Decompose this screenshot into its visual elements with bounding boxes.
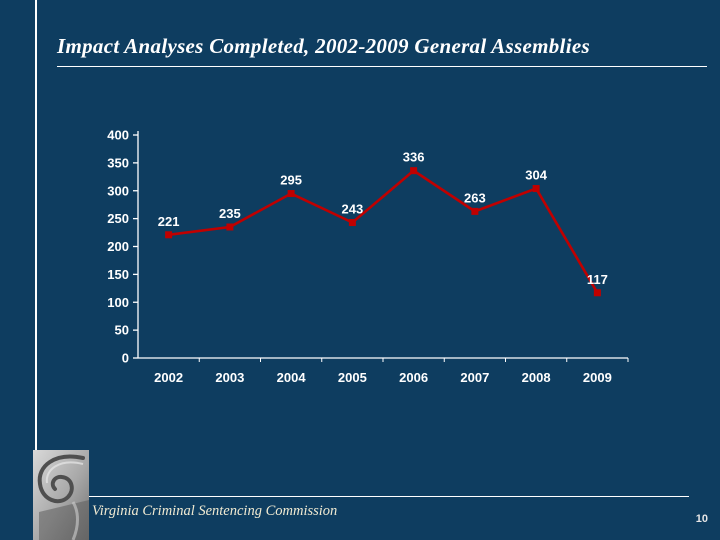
stone-volute-icon (33, 450, 89, 540)
svg-text:2002: 2002 (154, 370, 183, 385)
svg-text:221: 221 (158, 214, 180, 229)
svg-text:2003: 2003 (215, 370, 244, 385)
svg-text:200: 200 (107, 239, 129, 254)
svg-text:250: 250 (107, 211, 129, 226)
svg-text:2006: 2006 (399, 370, 428, 385)
svg-text:150: 150 (107, 267, 129, 282)
svg-text:117: 117 (587, 272, 608, 287)
svg-text:0: 0 (122, 351, 129, 366)
footer-text: Virginia Criminal Sentencing Commission (92, 503, 338, 519)
left-accent-line (35, 0, 37, 540)
svg-text:50: 50 (115, 323, 129, 338)
svg-text:263: 263 (464, 190, 486, 205)
svg-text:304: 304 (525, 168, 547, 183)
slide-title: Impact Analyses Completed, 2002-2009 Gen… (57, 34, 707, 67)
svg-text:400: 400 (107, 128, 129, 143)
svg-text:2005: 2005 (338, 370, 367, 385)
page-number: 10 (695, 513, 708, 525)
impact-line-chart: 0 50 100 150 200 250 300 350 400 2002 2003 2004 2005… (107, 128, 629, 385)
svg-text:350: 350 (107, 155, 129, 170)
svg-text:336: 336 (403, 150, 425, 165)
svg-text:100: 100 (107, 295, 129, 310)
svg-text:243: 243 (342, 202, 364, 217)
svg-text:2008: 2008 (522, 370, 551, 385)
svg-text:300: 300 (107, 183, 129, 198)
svg-text:2004: 2004 (277, 370, 307, 385)
svg-text:2009: 2009 (583, 370, 612, 385)
svg-text:2007: 2007 (460, 370, 489, 385)
svg-text:235: 235 (219, 206, 241, 221)
stone-volute-image (33, 450, 89, 540)
footer-divider (89, 496, 689, 497)
svg-text:295: 295 (280, 173, 302, 188)
